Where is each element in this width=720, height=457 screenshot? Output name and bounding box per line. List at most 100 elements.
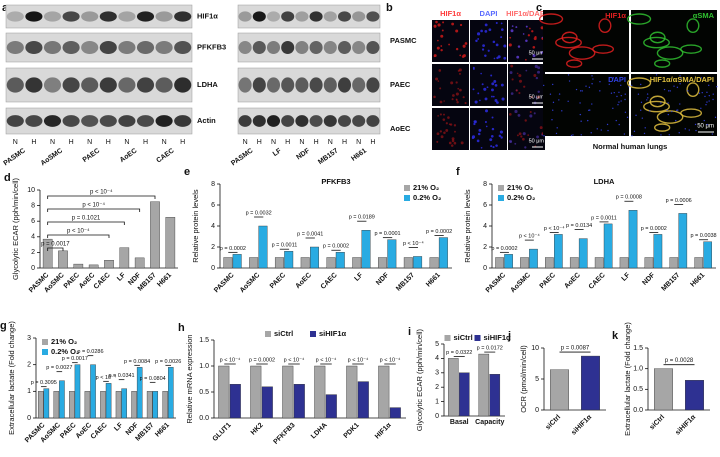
nucleus: [561, 110, 563, 112]
p-value: p = 0.0027: [46, 365, 72, 371]
x-tick-label: PDK1: [343, 422, 361, 440]
x-tick-label: LF: [113, 421, 125, 433]
blot-band: [174, 40, 192, 55]
lane-label: H: [106, 139, 111, 146]
nucleus: [484, 30, 488, 33]
bar: [703, 241, 712, 269]
blot-band: [238, 115, 252, 127]
p-value: p = 0.0017: [41, 242, 70, 248]
bar: [261, 386, 273, 419]
blot-band: [295, 115, 309, 127]
nucleus: [698, 92, 701, 94]
nucleus: [633, 130, 636, 133]
nucleus: [492, 40, 496, 44]
nucleus: [445, 129, 449, 132]
bar: [310, 246, 319, 269]
nucleus: [624, 98, 626, 101]
p-value: p = 0.0002: [491, 246, 517, 252]
vessel: [656, 110, 684, 124]
x-tick-label: MB157: [395, 272, 416, 293]
cell-label: CAEC: [155, 147, 175, 164]
nucleus: [455, 92, 459, 96]
y-tick-label: 3: [27, 335, 31, 342]
blot-band: [155, 77, 173, 93]
nucleus: [459, 88, 462, 92]
nucleus: [491, 82, 495, 86]
panel-label: b: [386, 2, 393, 14]
bar: [387, 239, 397, 269]
nucleus: [703, 119, 705, 122]
micrograph: [543, 74, 629, 136]
nucleus: [522, 33, 525, 35]
x-tick-label: MB157: [660, 272, 681, 293]
x-tick-label: HK2: [250, 422, 265, 437]
p-value: p = 0.0006: [666, 198, 692, 204]
blot-band: [309, 40, 323, 55]
nucleus: [452, 94, 455, 97]
bar: [694, 257, 704, 269]
bar: [284, 250, 294, 269]
p-value: p = 0.0172: [477, 346, 503, 352]
nucleus: [522, 132, 526, 136]
nucleus: [462, 96, 465, 99]
bar: [413, 256, 423, 269]
blot-band: [323, 40, 337, 55]
cell-label: MB157: [317, 147, 340, 166]
nucleus: [464, 42, 468, 45]
lane-label: N: [124, 139, 129, 146]
nucleus: [579, 102, 581, 104]
blot-band: [25, 77, 43, 93]
nucleus: [592, 78, 594, 80]
x-tick-label: CAEC: [588, 272, 607, 291]
blot-band: [295, 11, 309, 22]
nucleus: [517, 45, 521, 48]
legend-label: 0.2% O₂: [507, 193, 535, 202]
y-tick-label: 2: [435, 384, 439, 391]
nucleus: [600, 129, 602, 131]
nucleus: [667, 102, 669, 104]
bar: [73, 263, 84, 269]
legend-swatch: [310, 331, 316, 337]
nucleus: [492, 95, 495, 98]
nucleus: [511, 25, 514, 27]
y-tick-label: 5: [435, 341, 439, 348]
bar: [504, 254, 513, 269]
nucleus: [705, 104, 707, 106]
nucleus: [617, 104, 619, 106]
nucleus: [438, 69, 442, 72]
nucleus: [500, 136, 503, 139]
y-axis-label: Extracellular lactate (Fold change): [623, 322, 632, 436]
nucleus: [490, 145, 493, 148]
row-label: AoEC: [390, 124, 411, 133]
nucleus: [441, 29, 444, 32]
nucleus: [679, 83, 681, 85]
nucleus: [581, 90, 583, 92]
p-value: p = 0.0026: [155, 359, 181, 365]
nucleus: [708, 100, 710, 102]
nucleus: [471, 135, 476, 139]
nucleus: [624, 93, 626, 95]
nucleus: [556, 127, 558, 129]
nucleus: [442, 21, 445, 24]
bar: [554, 234, 563, 269]
nucleus: [711, 133, 714, 135]
x-tick-label: AoSMC: [510, 272, 533, 295]
bar: [654, 368, 674, 411]
nucleus: [490, 134, 494, 138]
nucleus: [700, 77, 702, 79]
blot-band: [62, 40, 80, 55]
nucleus: [460, 141, 464, 145]
bar: [105, 383, 112, 419]
nucleus: [694, 123, 697, 126]
blot-band: [281, 11, 295, 22]
nucleus: [516, 72, 519, 75]
nucleus: [514, 142, 517, 145]
chart-title: PFKFB3: [321, 177, 350, 186]
nucleus: [476, 139, 480, 143]
bar: [293, 384, 305, 419]
nucleus: [456, 101, 459, 104]
p-value: p = 0.0084: [124, 359, 150, 365]
nucleus: [529, 110, 532, 114]
p-value: p < 10⁻⁴: [96, 374, 117, 381]
bar: [550, 369, 570, 411]
